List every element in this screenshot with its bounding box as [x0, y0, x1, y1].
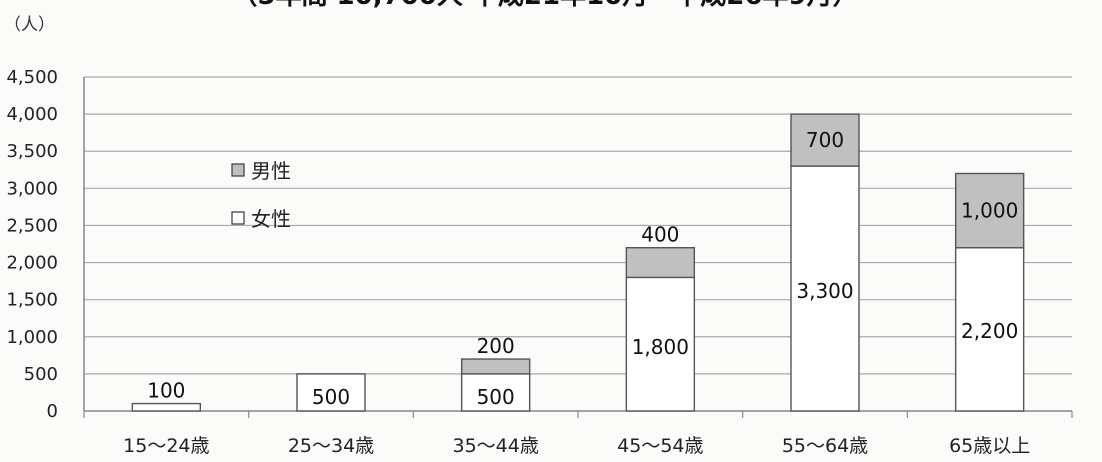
data-label-female: 3,300 [796, 279, 853, 303]
legend-swatch [231, 211, 245, 225]
bar-female [296, 373, 366, 412]
legend-swatch [231, 163, 245, 177]
bar-female [460, 373, 531, 412]
legend-label: 女性 [251, 207, 291, 231]
x-category-label: 15～24歳 [123, 435, 209, 457]
data-label-male: 200 [477, 334, 515, 358]
y-tick-label: 4,000 [6, 104, 58, 125]
y-tick-label: 4,500 [6, 67, 58, 88]
bar-female [954, 247, 1025, 412]
data-label-female: 2,200 [961, 319, 1018, 343]
x-category-label: 25～34歳 [288, 435, 374, 457]
data-label-female: 100 [147, 379, 185, 403]
y-tick-label: 1,000 [6, 327, 58, 348]
y-tick-label: 2,000 [6, 253, 58, 274]
y-tick-label: 1,500 [6, 290, 58, 311]
y-tick-label: 500 [24, 364, 58, 385]
bar-male [790, 113, 860, 167]
bar-female [625, 276, 696, 412]
y-axis-unit-label: （人） [4, 15, 55, 35]
data-label-male: 1,000 [961, 199, 1018, 223]
bar-female [790, 165, 860, 412]
y-tick-label: 2,500 [6, 215, 58, 236]
x-category-label: 35～44歳 [452, 435, 538, 457]
legend-label: 男性 [251, 159, 291, 183]
y-tick-label: 3,000 [6, 178, 58, 199]
bar-male [954, 172, 1025, 249]
bar-male [625, 247, 696, 279]
bar-male [460, 358, 531, 375]
axes: 0 500 1,000 1,500 2,000 2,500 3,000 3,500 4,000 4… [6, 67, 1073, 457]
data-label-female: 500 [312, 385, 350, 409]
data-label-male: 700 [806, 128, 844, 152]
bars [131, 113, 1025, 412]
chart-title: （5年間 10,700人 平成21年10月～平成26年9月） [231, 0, 858, 11]
data-label-male: 400 [641, 223, 679, 247]
y-tick-label: 3,500 [6, 141, 58, 162]
y-tick-label: 0 [47, 401, 58, 422]
x-category-label: 45～54歳 [617, 435, 703, 457]
x-category-label: 65歳以上 [949, 435, 1030, 457]
data-label-female: 500 [477, 385, 515, 409]
data-labels: 100 500 500 200 1,800 400 3,300 700 2,200 1,000 [147, 128, 1018, 409]
gridlines [84, 76, 1072, 375]
bar-female [131, 402, 202, 412]
x-category-label: 55～64歳 [782, 435, 868, 457]
data-label-female: 1,800 [632, 335, 689, 359]
